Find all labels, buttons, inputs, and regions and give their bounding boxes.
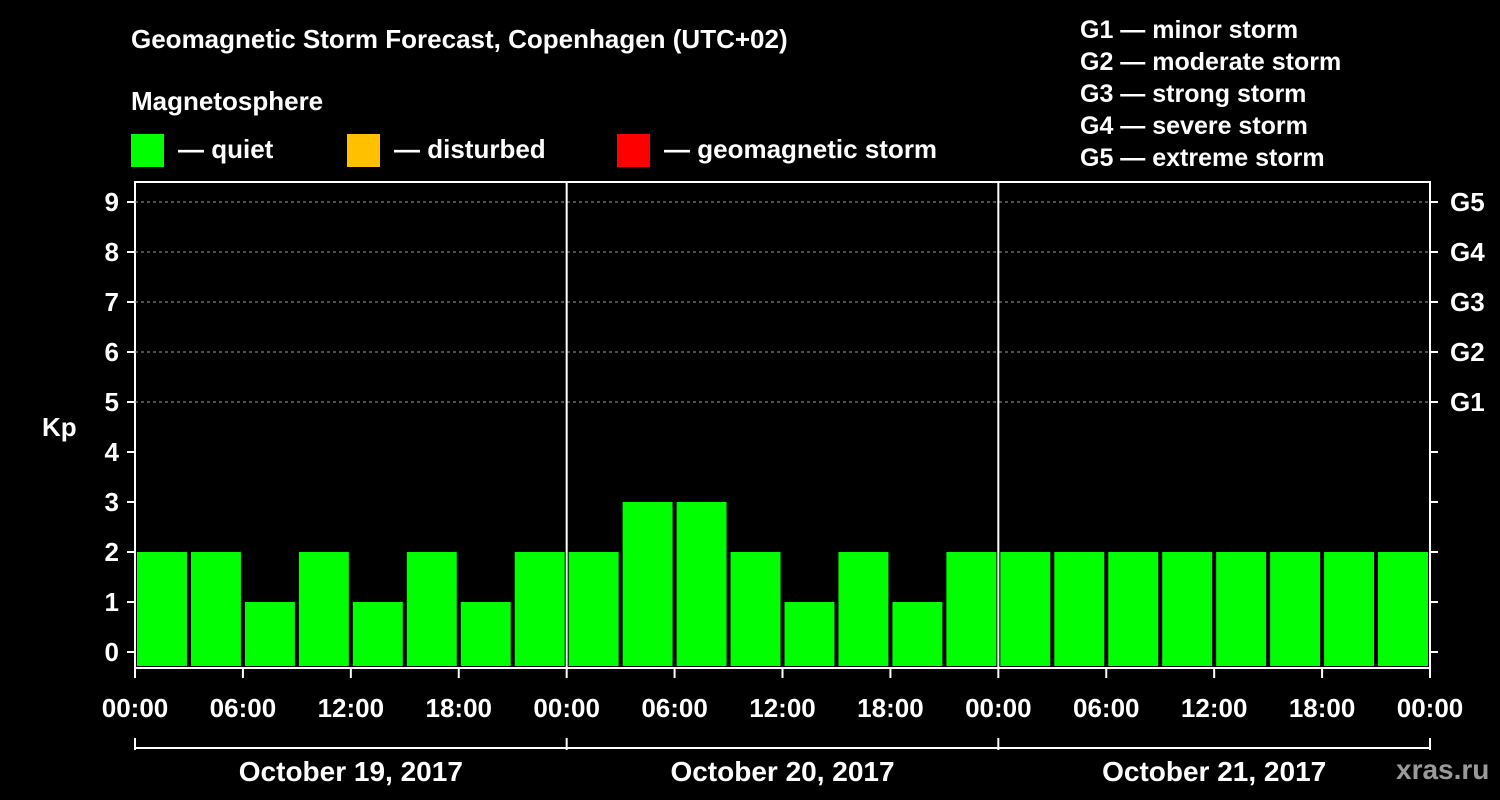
- x-tick-label: 18:00: [426, 693, 493, 723]
- day-label: October 21, 2017: [1102, 756, 1326, 787]
- x-tick-label: 00:00: [102, 693, 169, 723]
- legend-storm-label: — geomagnetic storm: [664, 134, 938, 164]
- legend-disturbed-swatch: [347, 134, 380, 167]
- g-level-label: G1: [1450, 387, 1485, 417]
- kp-bar: [352, 602, 403, 666]
- kp-bar: [568, 552, 619, 666]
- legend-quiet-label: — quiet: [178, 134, 274, 164]
- kp-bar: [1378, 552, 1428, 666]
- y-tick-label: 3: [105, 487, 119, 517]
- magnetosphere-label: Magnetosphere: [131, 86, 324, 116]
- g-level-label: G4: [1450, 237, 1485, 267]
- kp-bar: [892, 602, 943, 666]
- x-tick-label: 12:00: [749, 693, 816, 723]
- legend-disturbed-label: — disturbed: [394, 134, 546, 164]
- kp-bar: [946, 552, 997, 666]
- x-tick-label: 00:00: [1397, 693, 1464, 723]
- x-tick-label: 06:00: [1073, 693, 1140, 723]
- day-label: October 19, 2017: [239, 756, 463, 787]
- x-tick-label: 18:00: [1289, 693, 1356, 723]
- g-level-label: G2: [1450, 337, 1485, 367]
- kp-bar: [137, 552, 187, 666]
- x-tick-label: 06:00: [210, 693, 277, 723]
- y-axis-title: Kp: [42, 412, 77, 442]
- storm-scale-list: G1 — minor storm G2 — moderate storm G3 …: [1080, 14, 1341, 174]
- x-tick-label: 12:00: [1181, 693, 1248, 723]
- kp-bar: [730, 552, 781, 666]
- kp-bar: [1108, 552, 1159, 666]
- y-tick-label: 0: [105, 637, 119, 667]
- kp-bar: [514, 552, 565, 666]
- legend-storm-swatch: [617, 134, 650, 167]
- kp-bar: [298, 552, 349, 666]
- y-tick-label: 2: [105, 537, 119, 567]
- storm-scale-g1: G1 — minor storm: [1080, 16, 1299, 44]
- kp-bar: [1162, 552, 1213, 666]
- y-tick-label: 6: [105, 337, 119, 367]
- y-tick-label: 1: [105, 587, 119, 617]
- kp-bar: [1216, 552, 1267, 666]
- x-tick-label: 06:00: [641, 693, 708, 723]
- g-level-label: G5: [1450, 187, 1485, 217]
- kp-bar: [1324, 552, 1375, 666]
- kp-bar: [784, 602, 835, 666]
- kp-bar: [622, 502, 673, 666]
- kp-bar: [1000, 552, 1051, 666]
- kp-bar: [1270, 552, 1321, 666]
- x-tick-label: 12:00: [318, 693, 385, 723]
- kp-bar: [1054, 552, 1105, 666]
- chart-title: Geomagnetic Storm Forecast, Copenhagen (…: [131, 24, 788, 54]
- watermark: xras.ru: [1396, 754, 1490, 785]
- kp-bar: [406, 552, 457, 666]
- kp-bar: [838, 552, 889, 666]
- y-tick-label: 9: [105, 187, 119, 217]
- day-label: October 20, 2017: [670, 756, 894, 787]
- y-tick-label: 5: [105, 387, 119, 417]
- x-tick-label: 00:00: [533, 693, 600, 723]
- kp-bar: [190, 552, 241, 666]
- y-tick-label: 7: [105, 287, 119, 317]
- kp-bar: [676, 502, 727, 666]
- legend-quiet-swatch: [131, 134, 164, 167]
- y-tick-label: 4: [105, 437, 120, 467]
- kp-bar: [460, 602, 511, 666]
- x-tick-label: 00:00: [965, 693, 1032, 723]
- y-tick-label: 8: [105, 237, 119, 267]
- g-level-label: G3: [1450, 287, 1485, 317]
- storm-scale-g5: G5 — extreme storm: [1080, 144, 1325, 172]
- x-tick-label: 18:00: [857, 693, 924, 723]
- storm-scale-g2: G2 — moderate storm: [1080, 48, 1342, 76]
- kp-bar: [244, 602, 295, 666]
- storm-scale-g4: G4 — severe storm: [1080, 112, 1308, 140]
- storm-scale-g3: G3 — strong storm: [1080, 80, 1307, 108]
